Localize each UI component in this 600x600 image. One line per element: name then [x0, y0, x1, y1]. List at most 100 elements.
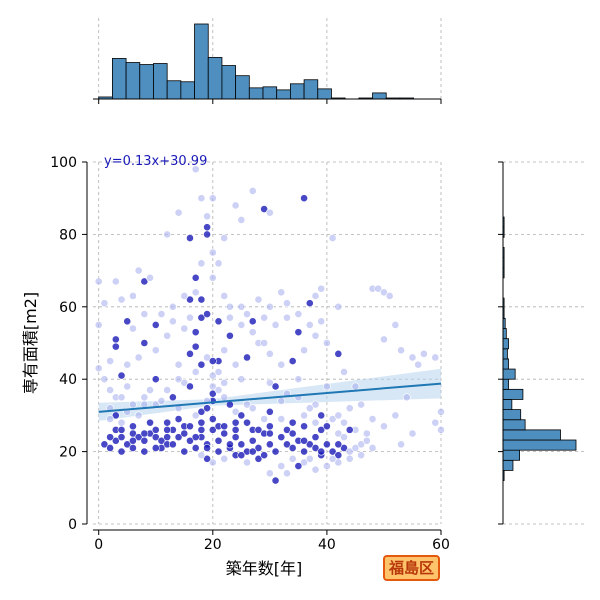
- scatter-point: [345, 404, 354, 413]
- scatter-point: [180, 378, 189, 387]
- scatter-point: [317, 284, 326, 293]
- scatter-point: [317, 425, 326, 434]
- scatter-point: [294, 328, 303, 337]
- scatter-point: [106, 386, 115, 394]
- top-histogram-bar: [289, 83, 305, 100]
- top-histogram-bar: [166, 80, 182, 100]
- scatter-point: [231, 425, 240, 434]
- scatter-point: [265, 469, 274, 478]
- scatter-point: [265, 422, 274, 431]
- scatter-point: [140, 339, 149, 347]
- right-histogram-bar: [502, 429, 561, 441]
- scatter-point: [220, 393, 229, 402]
- scatter-point: [226, 302, 234, 311]
- scatter-point: [260, 451, 269, 460]
- scatter-point: [174, 433, 183, 442]
- right-histogram-bar: [502, 378, 509, 390]
- scatter-point: [254, 425, 263, 434]
- scatter-point: [197, 313, 206, 322]
- scatter-point: [260, 313, 269, 322]
- scatter-point: [243, 400, 251, 409]
- scatter-point: [380, 288, 388, 297]
- top-histogram-bar: [235, 75, 250, 100]
- scatter-point: [163, 386, 172, 394]
- scatter-point: [260, 205, 269, 213]
- scatter-point: [208, 371, 217, 380]
- right-histogram-bar: [502, 338, 509, 350]
- right-histogram-ticks: [498, 161, 503, 525]
- scatter-point: [100, 299, 109, 308]
- scatter-point: [237, 440, 246, 449]
- scatter-point: [231, 201, 240, 210]
- scatter-point: [214, 386, 223, 394]
- x-axis-title: 築年数[年]: [226, 559, 303, 578]
- scatter-point: [168, 317, 177, 326]
- scatter-point: [140, 447, 149, 456]
- scatter-point: [129, 400, 137, 409]
- scatter-point: [208, 458, 217, 467]
- scatter-point: [362, 436, 371, 445]
- right-histogram-bar: [502, 439, 577, 451]
- scatter-point: [323, 339, 331, 347]
- top-histogram-bar: [153, 63, 168, 100]
- scatter-point: [163, 331, 172, 340]
- scatter-point: [111, 335, 120, 344]
- scatter-point: [111, 411, 120, 420]
- scatter-point: [260, 415, 269, 423]
- scatter-point: [294, 462, 303, 470]
- scatter-point: [180, 447, 189, 456]
- scatter-point: [203, 223, 211, 232]
- x-tick-label: 40: [318, 537, 336, 553]
- scatter-point: [334, 458, 343, 467]
- scatter-point: [248, 328, 257, 337]
- regression-equation: y=0.13x+30.99: [104, 154, 207, 169]
- scatter-point: [317, 317, 326, 326]
- scatter-point: [300, 194, 308, 203]
- scatter-point: [191, 342, 200, 351]
- scatter-point: [208, 248, 217, 257]
- scatter-point: [231, 360, 240, 369]
- scatter-point: [163, 418, 172, 427]
- scatter-point: [248, 317, 257, 326]
- scatter-point: [151, 375, 160, 384]
- y-tick-label: 20: [59, 445, 77, 461]
- scatter-point: [214, 368, 223, 376]
- scatter-point: [140, 436, 149, 445]
- scatter-point: [129, 422, 137, 431]
- scatter-point: [197, 407, 206, 416]
- scatter-point: [254, 295, 263, 304]
- scatter-point: [197, 451, 206, 460]
- scatter-point: [288, 444, 297, 452]
- scatter-point: [220, 429, 229, 438]
- scatter-point: [123, 440, 132, 449]
- scatter-point: [231, 407, 240, 416]
- scatter-point: [402, 393, 411, 402]
- scatter-point: [277, 288, 286, 297]
- scatter-point: [414, 360, 423, 369]
- scatter-point: [345, 454, 354, 463]
- scatter-point: [357, 440, 366, 449]
- top-histogram-bar: [303, 79, 319, 100]
- scatter-point: [117, 425, 126, 434]
- scatter-point: [408, 429, 417, 438]
- scatter-point: [323, 440, 331, 449]
- scatter-point: [134, 433, 143, 442]
- scatter-point: [283, 425, 291, 434]
- scatter-point: [340, 433, 348, 442]
- right-marginal-histogram: [498, 161, 584, 525]
- scatter-point: [243, 458, 251, 467]
- scatter-point: [214, 436, 223, 445]
- y-tick-label: 0: [68, 517, 77, 533]
- scatter-point: [283, 469, 291, 478]
- scatter-point: [208, 382, 217, 391]
- scatter-point: [146, 386, 154, 394]
- scatter-point: [180, 292, 189, 300]
- scatter-point: [391, 320, 400, 329]
- scatter-point: [323, 462, 331, 470]
- scatter-point: [129, 444, 137, 452]
- scatter-point: [100, 375, 109, 384]
- scatter-point: [305, 404, 314, 413]
- scatter-point: [300, 346, 308, 355]
- scatter-point: [300, 422, 308, 431]
- scatter-point: [186, 313, 194, 322]
